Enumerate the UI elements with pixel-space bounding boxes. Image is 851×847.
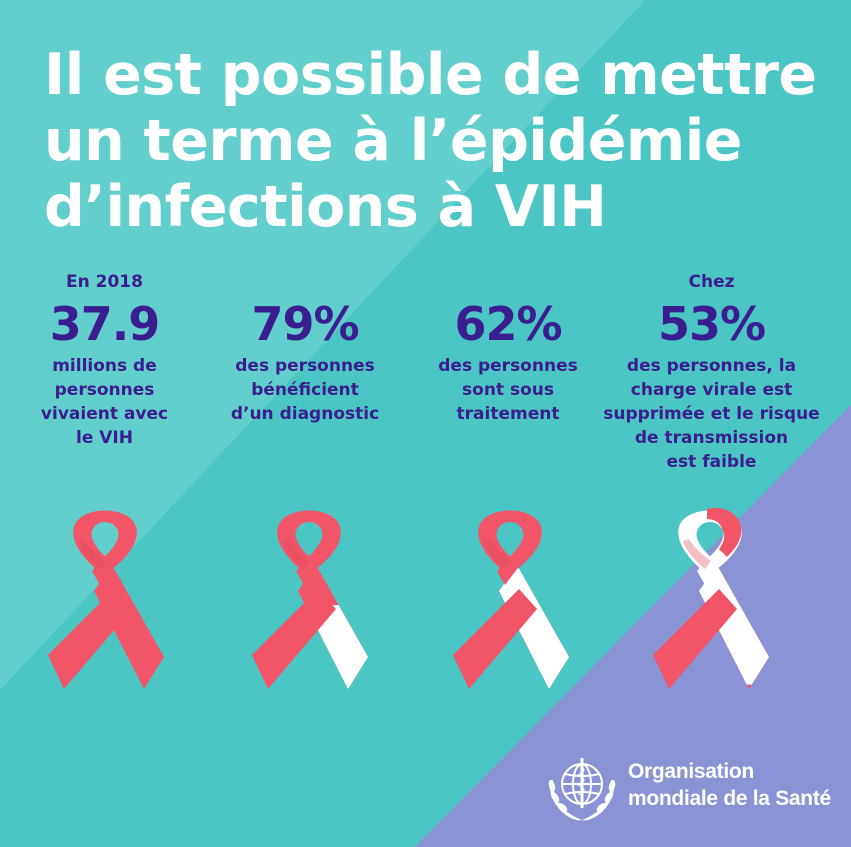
organization-name-line-1: Organisation <box>628 760 754 783</box>
stat-diagnosed: 79% des personnes bénéficient d’un diagn… <box>210 270 400 426</box>
stat-description-line: des personnes, la <box>626 356 797 376</box>
stat-description-line: traitement <box>456 404 560 424</box>
stat-description-line: personnes <box>54 380 155 400</box>
stat-description-line: d’un diagnostic <box>230 404 380 424</box>
ribbon-loop-shadow <box>78 539 106 569</box>
stat-prefix: Chez <box>688 272 735 292</box>
stat-value: 53% <box>657 297 766 351</box>
stat-description-line: des personnes <box>438 356 578 376</box>
stat-description-line: millions de <box>52 356 157 376</box>
awareness-ribbon-icon <box>252 510 368 689</box>
stat-value: 37.9 <box>49 297 161 351</box>
ribbon-loop <box>478 510 542 585</box>
stat-value: 62% <box>454 297 562 351</box>
stat-description: des personnes bénéficient d’un diagnosti… <box>210 354 400 426</box>
stat-description-line: de transmission <box>634 428 789 448</box>
ribbon-loop-shadow <box>282 539 310 569</box>
who-emblem-icon <box>548 758 616 821</box>
ribbon-loop <box>73 510 137 585</box>
stat-description-line: supprimée et le risque <box>603 404 820 424</box>
background-light-stripe <box>0 0 645 690</box>
stat-prefix: En 2018 <box>66 272 143 292</box>
ribbon-loop-shadow <box>483 539 511 569</box>
ribbon-leg-left <box>653 589 737 689</box>
stat-people-living-with-hiv: En 2018 37.9 millions de personnes vivai… <box>22 270 187 450</box>
title-line-1: Il est possible de mettre <box>44 42 817 108</box>
stat-on-treatment: 62% des personnes sont sous traitement <box>418 270 598 426</box>
awareness-ribbon-icon <box>653 507 769 689</box>
stat-description-line: sont sous <box>462 380 554 400</box>
awareness-ribbon-icon <box>453 510 569 689</box>
ribbon-leg-left <box>252 589 336 689</box>
stat-description-line: vivaient avec <box>40 404 169 424</box>
stat-description-line: charge virale est <box>630 380 793 400</box>
title-line-3: d’infections à VIH <box>44 174 607 240</box>
awareness-ribbon-icon <box>48 510 164 689</box>
page-title: Il est possible de mettre un terme à l’é… <box>44 42 817 240</box>
stat-description: des personnes, la charge virale est supp… <box>589 354 834 474</box>
ribbon-loop-red-part <box>707 507 742 557</box>
stat-description-line: des personnes <box>235 356 375 376</box>
organization-name-line-2: mondiale de la Santé <box>628 787 831 810</box>
stat-description: millions de personnes vivaient avec le V… <box>22 354 187 450</box>
stat-description: des personnes sont sous traitement <box>418 354 598 426</box>
ribbon-loop-shadow <box>683 539 711 569</box>
title-line-2: un terme à l’épidémie <box>44 108 742 174</box>
background-purple-corner <box>415 405 851 847</box>
stat-description-line: le VIH <box>76 428 133 448</box>
stat-description-line: est faible <box>666 452 757 472</box>
ribbon-loop <box>277 510 341 585</box>
stat-prefix <box>210 270 400 294</box>
organization-name: Organisation mondiale de la Santé <box>628 758 831 812</box>
ribbon-leg-left <box>48 589 132 689</box>
ribbon-leg-left <box>453 589 537 689</box>
stat-prefix <box>418 270 598 294</box>
stat-viral-suppression: Chez 53% des personnes, la charge virale… <box>589 270 834 474</box>
stat-description-line: bénéficient <box>251 380 359 400</box>
stat-value: 79% <box>251 297 359 351</box>
